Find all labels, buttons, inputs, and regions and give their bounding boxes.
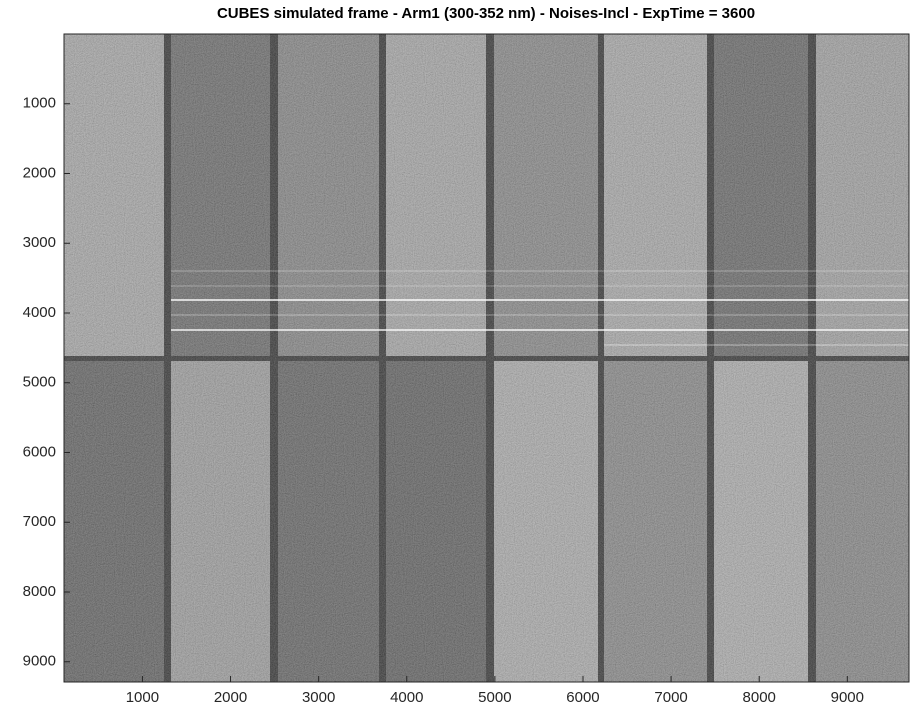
spectral-lines (171, 270, 909, 346)
noise (64, 34, 909, 682)
y-tick-label: 1000 (23, 95, 56, 112)
x-tick-label: 2000 (214, 689, 247, 706)
y-tick-label: 3000 (23, 234, 56, 251)
x-tick-label: 6000 (566, 689, 599, 706)
chart-title: CUBES simulated frame - Arm1 (300-352 nm… (217, 5, 755, 22)
y-tick-label: 5000 (23, 374, 56, 391)
x-tick-label: 3000 (302, 689, 335, 706)
y-tick-label: 7000 (23, 513, 56, 530)
y-tick-label: 9000 (23, 653, 56, 670)
axes-box (63, 33, 910, 683)
x-tick-label: 7000 (654, 689, 687, 706)
x-tick-label: 9000 (831, 689, 864, 706)
x-tick-label: 5000 (478, 689, 511, 706)
y-tick-label: 4000 (23, 304, 56, 321)
x-tick-label: 4000 (390, 689, 423, 706)
y-tick-label: 2000 (23, 164, 56, 181)
image (64, 34, 909, 682)
x-tick-label: 1000 (126, 689, 159, 706)
y-tick-label: 8000 (23, 583, 56, 600)
y-tick-label: 6000 (23, 443, 56, 460)
x-tick-label: 8000 (743, 689, 776, 706)
